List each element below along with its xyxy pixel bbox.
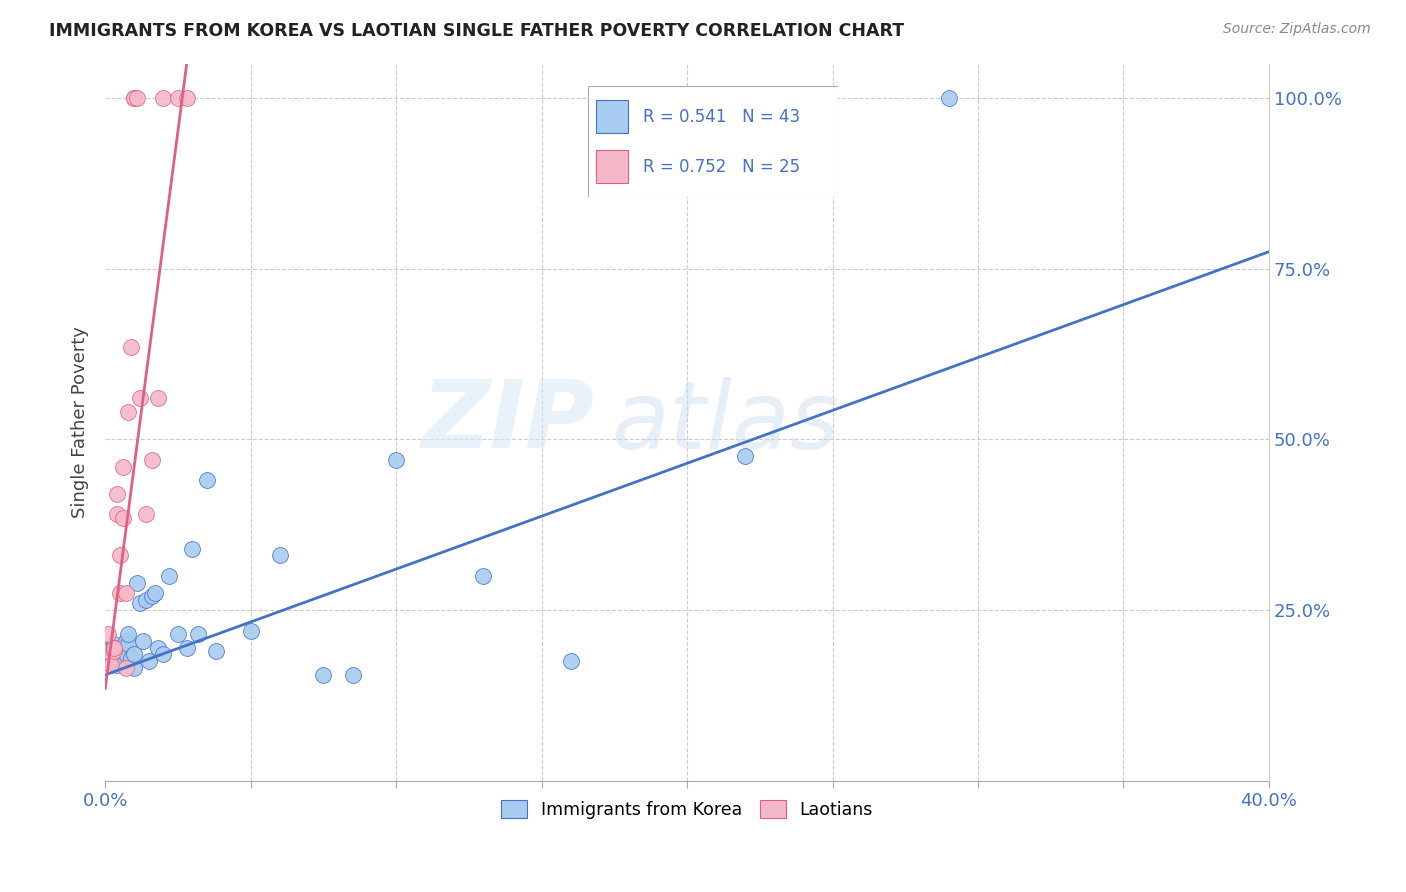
Point	[385, 453, 408, 467]
Point	[124, 661, 146, 675]
Point	[100, 654, 122, 668]
Point	[97, 648, 120, 662]
Legend: Immigrants from Korea, Laotians: Immigrants from Korea, Laotians	[494, 793, 880, 826]
Point	[105, 487, 128, 501]
Point	[167, 91, 190, 105]
Point	[124, 648, 146, 662]
Point	[141, 590, 163, 604]
Point	[167, 627, 190, 641]
Point	[105, 648, 128, 662]
Point	[105, 508, 128, 522]
Point	[117, 637, 139, 651]
Point	[120, 340, 142, 354]
Point	[132, 633, 155, 648]
Point	[108, 586, 131, 600]
Point	[124, 91, 146, 105]
Point	[114, 586, 136, 600]
Point	[342, 668, 364, 682]
Point	[100, 640, 122, 655]
Text: IMMIGRANTS FROM KOREA VS LAOTIAN SINGLE FATHER POVERTY CORRELATION CHART: IMMIGRANTS FROM KOREA VS LAOTIAN SINGLE …	[49, 22, 904, 40]
Point	[143, 586, 166, 600]
Point	[114, 648, 136, 662]
Point	[117, 627, 139, 641]
Text: atlas: atlas	[612, 376, 839, 467]
Point	[938, 91, 960, 105]
Point	[187, 627, 209, 641]
Point	[204, 644, 226, 658]
Point	[124, 91, 146, 105]
Point	[176, 91, 198, 105]
Point	[117, 405, 139, 419]
Point	[127, 575, 149, 590]
Point	[111, 511, 134, 525]
Point	[312, 668, 335, 682]
Text: ZIP: ZIP	[422, 376, 593, 468]
Point	[103, 644, 125, 658]
Point	[105, 657, 128, 672]
Point	[129, 392, 152, 406]
Point	[129, 596, 152, 610]
Point	[111, 654, 134, 668]
Y-axis label: Single Father Poverty: Single Father Poverty	[72, 326, 89, 518]
Point	[100, 648, 122, 662]
Point	[152, 648, 174, 662]
Point	[560, 654, 582, 668]
Point	[195, 474, 218, 488]
Point	[138, 654, 160, 668]
Point	[111, 459, 134, 474]
Point	[146, 640, 169, 655]
Point	[111, 644, 134, 658]
Point	[103, 640, 125, 655]
Point	[472, 569, 495, 583]
Point	[141, 453, 163, 467]
Point	[97, 627, 120, 641]
Point	[108, 549, 131, 563]
Point	[152, 91, 174, 105]
Point	[103, 637, 125, 651]
Point	[734, 450, 756, 464]
Point	[239, 624, 262, 638]
Point	[114, 633, 136, 648]
Point	[176, 640, 198, 655]
Point	[146, 392, 169, 406]
Point	[103, 640, 125, 655]
Point	[157, 569, 180, 583]
Point	[100, 657, 122, 672]
Point	[120, 650, 142, 665]
Point	[181, 541, 204, 556]
Text: Source: ZipAtlas.com: Source: ZipAtlas.com	[1223, 22, 1371, 37]
Point	[114, 661, 136, 675]
Point	[127, 91, 149, 105]
Point	[135, 592, 157, 607]
Point	[108, 640, 131, 655]
Point	[269, 549, 291, 563]
Point	[108, 654, 131, 668]
Point	[135, 508, 157, 522]
